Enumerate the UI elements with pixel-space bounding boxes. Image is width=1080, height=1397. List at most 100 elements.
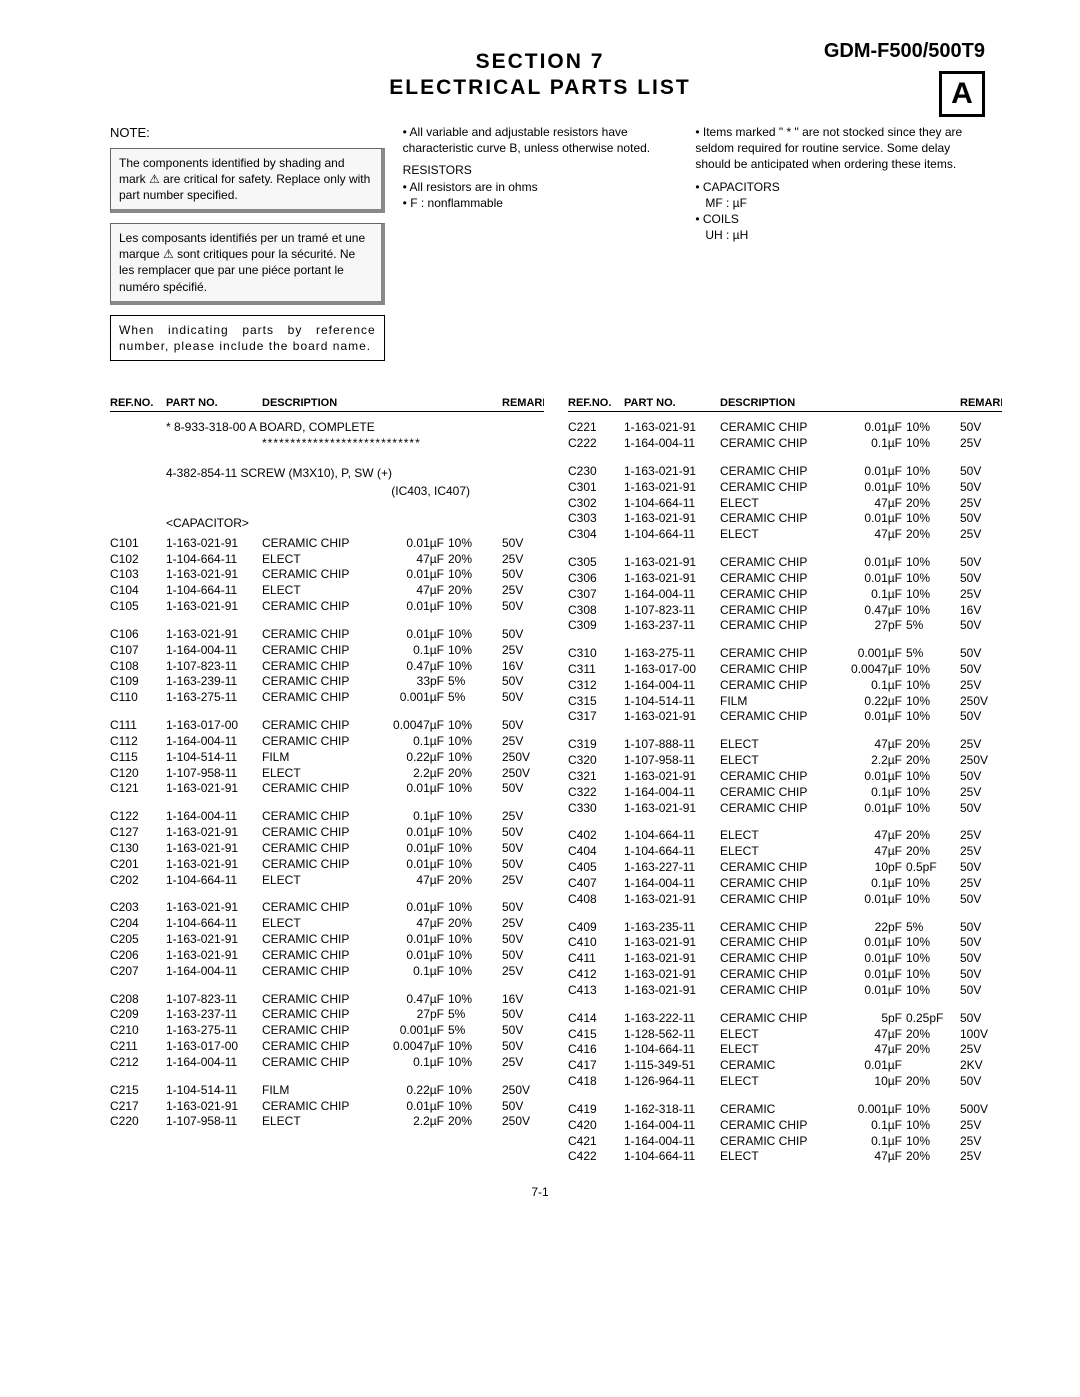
cell-value: 47µF: [844, 1042, 906, 1058]
cell-desc: ELECT: [720, 527, 844, 543]
cell-desc: CERAMIC CHIP: [262, 734, 386, 750]
cell-tol: 10%: [906, 420, 960, 436]
cell-desc: CERAMIC CHIP: [262, 627, 386, 643]
cell-partno: 1-163-237-11: [166, 1007, 262, 1023]
cell-tol: 10%: [906, 983, 960, 999]
cell-tol: 5%: [906, 618, 960, 634]
cell-partno: 1-104-664-11: [624, 496, 720, 512]
cell-desc: CERAMIC CHIP: [262, 825, 386, 841]
cell-partno: 1-163-275-11: [166, 1023, 262, 1039]
cell-refno: C106: [110, 627, 166, 643]
cell-tol: 10%: [906, 769, 960, 785]
cell-volt: 250V: [502, 1114, 544, 1130]
cell-desc: ELECT: [720, 737, 844, 753]
cell-volt: 50V: [960, 571, 1002, 587]
cell-tol: 20%: [448, 583, 502, 599]
cell-refno: C311: [568, 662, 624, 678]
cell-value: 0.1µF: [844, 436, 906, 452]
cell-refno: C204: [110, 916, 166, 932]
cell-value: 0.01µF: [386, 567, 448, 583]
cell-desc: CERAMIC CHIP: [720, 587, 844, 603]
cell-value: 0.47µF: [386, 992, 448, 1008]
cell-refno: C330: [568, 801, 624, 817]
cell-value: 0.1µF: [844, 587, 906, 603]
cell-tol: 10%: [448, 1083, 502, 1099]
cell-refno: C306: [568, 571, 624, 587]
cell-desc: CERAMIC: [720, 1102, 844, 1118]
table-header-right: REF.NO. PART NO. DESCRIPTION REMARK: [568, 397, 1002, 412]
cell-partno: 1-128-562-11: [624, 1027, 720, 1043]
cell-partno: 1-164-004-11: [624, 678, 720, 694]
cell-desc: CERAMIC CHIP: [720, 571, 844, 587]
row-spacer: [568, 634, 1002, 646]
cell-value: 47µF: [844, 496, 906, 512]
cell-tol: 10%: [448, 536, 502, 552]
cell-tol: 10%: [448, 825, 502, 841]
cell-value: 0.01µF: [844, 555, 906, 571]
cell-volt: 50V: [502, 1039, 544, 1055]
cell-volt: 50V: [960, 1011, 1002, 1027]
table-row: C2051-163-021-91CERAMIC CHIP0.01µF10%50V: [110, 932, 544, 948]
cell-desc: ELECT: [720, 844, 844, 860]
cell-partno: 1-164-004-11: [624, 1134, 720, 1150]
cell-desc: ELECT: [720, 1027, 844, 1043]
cell-tol: 20%: [448, 552, 502, 568]
row-spacer: [110, 888, 544, 900]
table-row: C4141-163-222-11CERAMIC CHIP5pF0.25pF50V: [568, 1011, 1002, 1027]
table-header-left: REF.NO. PART NO. DESCRIPTION REMARK: [110, 397, 544, 412]
cell-partno: 1-163-275-11: [624, 646, 720, 662]
table-row: C3041-104-664-11ELECT47µF20%25V: [568, 527, 1002, 543]
cell-partno: 1-163-235-11: [624, 920, 720, 936]
cell-value: 0.47µF: [844, 603, 906, 619]
cell-refno: C319: [568, 737, 624, 753]
table-row: C3031-163-021-91CERAMIC CHIP0.01µF10%50V: [568, 511, 1002, 527]
cell-refno: C411: [568, 951, 624, 967]
cell-tol: 20%: [906, 737, 960, 753]
cell-refno: C321: [568, 769, 624, 785]
cell-tol: 20%: [906, 496, 960, 512]
cell-volt: 50V: [960, 480, 1002, 496]
cell-tol: 10%: [448, 643, 502, 659]
cell-desc: CERAMIC CHIP: [262, 932, 386, 948]
row-spacer: [568, 999, 1002, 1011]
table-row: C3211-163-021-91CERAMIC CHIP0.01µF10%50V: [568, 769, 1002, 785]
cell-desc: CERAMIC CHIP: [720, 1134, 844, 1150]
cell-value: 0.1µF: [386, 809, 448, 825]
cell-volt: 50V: [960, 801, 1002, 817]
cell-desc: CERAMIC CHIP: [720, 709, 844, 725]
cell-desc: CERAMIC CHIP: [720, 678, 844, 694]
cell-desc: CERAMIC CHIP: [720, 618, 844, 634]
cell-value: 0.01µF: [386, 536, 448, 552]
cell-value: 2.2µF: [386, 1114, 448, 1130]
cell-refno: C409: [568, 920, 624, 936]
cell-volt: 25V: [502, 643, 544, 659]
table-row: C2091-163-237-11CERAMIC CHIP27pF5%50V: [110, 1007, 544, 1023]
cell-volt: 50V: [960, 860, 1002, 876]
cell-volt: 50V: [960, 464, 1002, 480]
cell-value: 0.001µF: [386, 690, 448, 706]
cell-tol: 20%: [906, 1074, 960, 1090]
cell-tol: 10%: [448, 964, 502, 980]
cell-value: 33pF: [386, 674, 448, 690]
cell-refno: C206: [110, 948, 166, 964]
cell-partno: 1-163-021-91: [166, 948, 262, 964]
table-row: C1111-163-017-00CERAMIC CHIP0.0047µF10%5…: [110, 718, 544, 734]
cell-desc: CERAMIC CHIP: [262, 1007, 386, 1023]
cell-value: 10pF: [844, 860, 906, 876]
table-row: C3191-107-888-11ELECT47µF20%25V: [568, 737, 1002, 753]
cell-partno: 1-104-514-11: [166, 750, 262, 766]
cell-tol: 10%: [448, 567, 502, 583]
cell-partno: 1-163-227-11: [624, 860, 720, 876]
cell-desc: CERAMIC CHIP: [262, 857, 386, 873]
cell-desc: CERAMIC CHIP: [262, 948, 386, 964]
cell-partno: 1-163-021-91: [166, 857, 262, 873]
cell-refno: C308: [568, 603, 624, 619]
cell-value: 0.1µF: [386, 964, 448, 980]
cell-desc: CERAMIC CHIP: [262, 674, 386, 690]
cell-volt: 50V: [960, 511, 1002, 527]
cell-volt: 25V: [960, 737, 1002, 753]
table-row: C3111-163-017-00CERAMIC CHIP0.0047µF10%5…: [568, 662, 1002, 678]
cell-value: 0.01µF: [386, 948, 448, 964]
table-row: C1101-163-275-11CERAMIC CHIP0.001µF5%50V: [110, 690, 544, 706]
cell-value: 2.2µF: [386, 766, 448, 782]
